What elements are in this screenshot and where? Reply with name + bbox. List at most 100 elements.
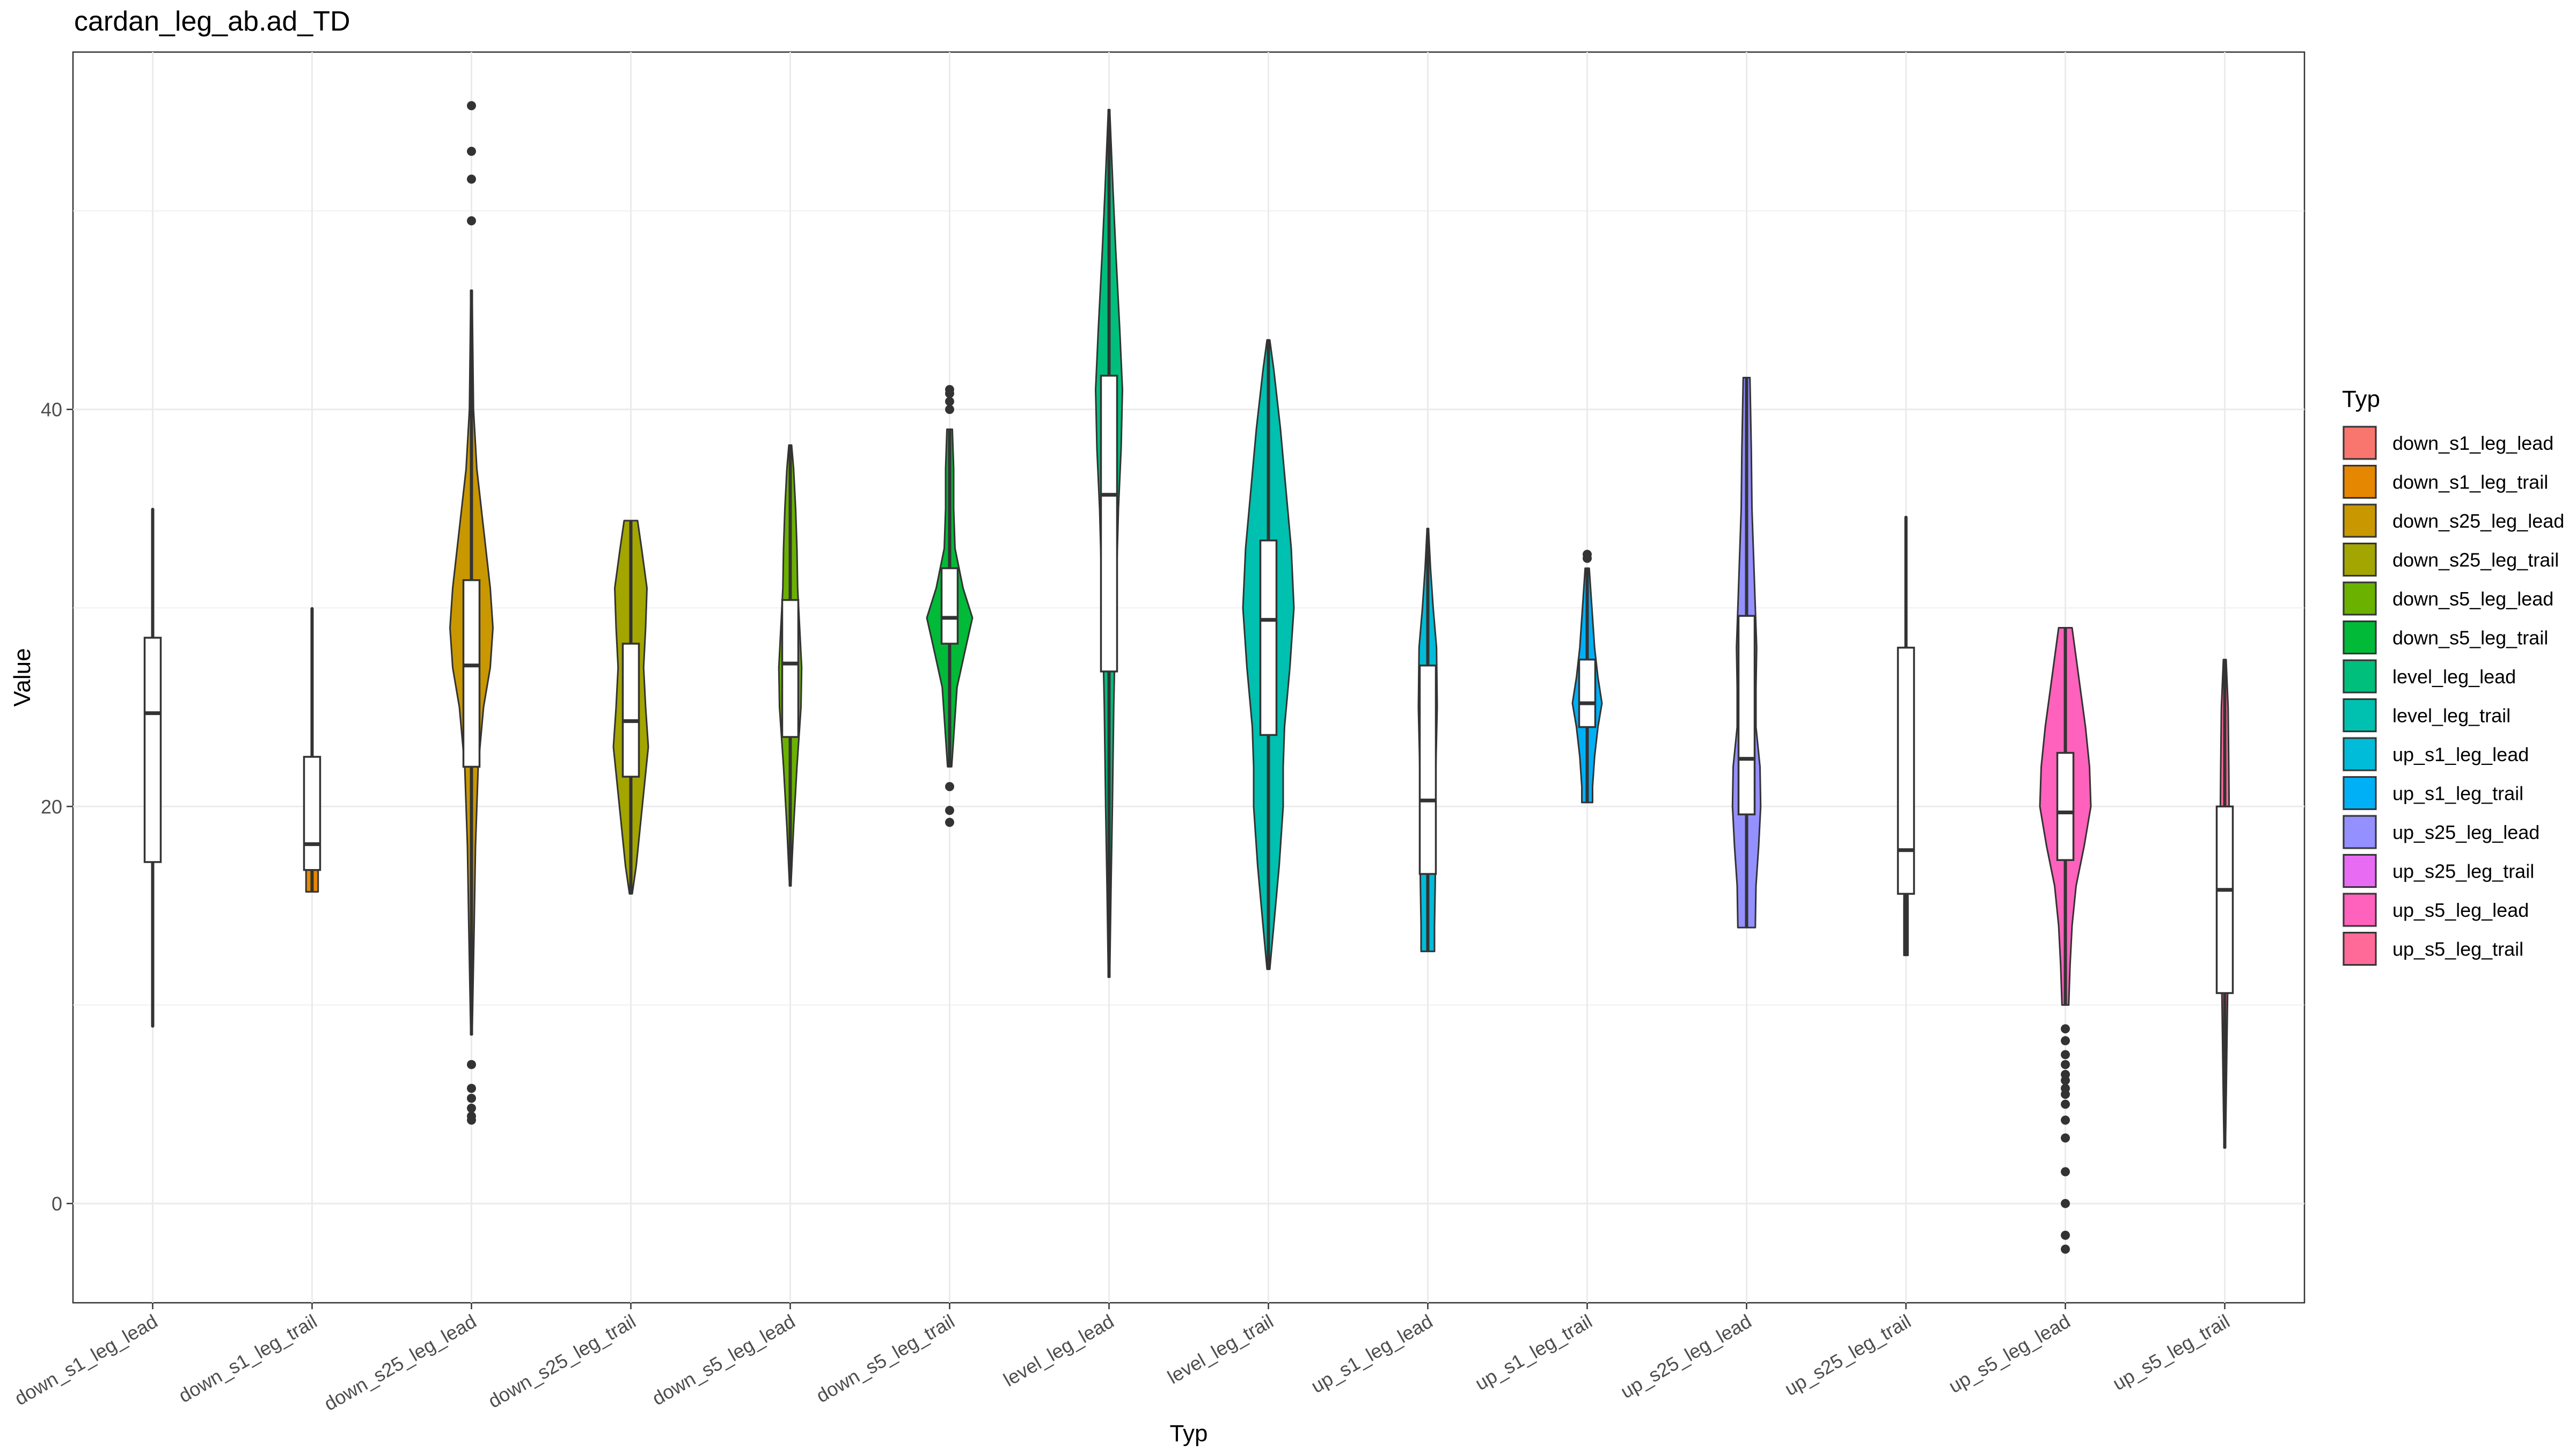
outlier-point bbox=[2061, 1036, 2070, 1046]
outlier-point bbox=[945, 397, 954, 406]
outlier-point bbox=[945, 782, 954, 791]
violin-down_s5_leg_trail bbox=[926, 385, 974, 827]
outlier-point bbox=[945, 405, 954, 414]
legend-swatch bbox=[2343, 854, 2377, 888]
violin-down_s1_leg_trail bbox=[303, 607, 321, 893]
x-tick-label: up_s5_leg_lead bbox=[1945, 1310, 2074, 1397]
legend-swatch bbox=[2343, 659, 2377, 694]
outlier-point bbox=[467, 1093, 476, 1103]
legend-swatch bbox=[2343, 932, 2377, 966]
y-tick-label: 40 bbox=[41, 399, 62, 421]
x-tick-label: level_leg_trail bbox=[1163, 1310, 1277, 1388]
x-tick-label: down_s25_leg_lead bbox=[320, 1310, 480, 1415]
box bbox=[1897, 646, 1915, 895]
outlier-point bbox=[945, 806, 954, 815]
y-tick-label: 0 bbox=[52, 1193, 62, 1215]
x-tick-label: up_s25_leg_trail bbox=[1781, 1310, 1914, 1400]
legend-swatch bbox=[2343, 815, 2377, 849]
x-tick-label: up_s25_leg_lead bbox=[1616, 1310, 1755, 1403]
outlier-point bbox=[2061, 1050, 2070, 1060]
x-tick-label: up_s1_leg_lead bbox=[1307, 1310, 1437, 1397]
legend-swatch bbox=[2343, 426, 2377, 460]
y-tick-label: 20 bbox=[41, 796, 62, 818]
violin-up_s25_leg_lead bbox=[1731, 377, 1762, 929]
box bbox=[462, 579, 481, 768]
legend-label: level_leg_lead bbox=[2392, 666, 2516, 688]
violins-layer bbox=[143, 101, 2234, 1254]
chart-title: cardan_leg_ab.ad_TD bbox=[74, 6, 350, 37]
legend-swatch bbox=[2343, 504, 2377, 538]
box bbox=[940, 567, 959, 645]
outlier-point bbox=[2061, 1024, 2070, 1034]
violin-level_leg_lead bbox=[1095, 108, 1123, 978]
box bbox=[2056, 751, 2075, 862]
outlier-point bbox=[467, 1060, 476, 1069]
box bbox=[1578, 658, 1597, 728]
legend-label: down_s1_leg_trail bbox=[2392, 471, 2548, 493]
legend-label: up_s25_leg_trail bbox=[2392, 860, 2534, 882]
x-tick-label: down_s1_leg_trail bbox=[175, 1310, 321, 1407]
legend-swatch bbox=[2343, 465, 2377, 499]
legend-label: down_s5_leg_lead bbox=[2392, 588, 2553, 610]
legend-swatch bbox=[2343, 698, 2377, 732]
outlier-point bbox=[467, 216, 476, 225]
outlier-point bbox=[2061, 1199, 2070, 1208]
violin-up_s25_leg_trail bbox=[1897, 515, 1915, 957]
outlier-point bbox=[2061, 1230, 2070, 1240]
box bbox=[1100, 375, 1118, 673]
legend-label: down_s1_leg_lead bbox=[2392, 432, 2553, 454]
outlier-point bbox=[945, 385, 954, 395]
x-tick-label: down_s5_leg_trail bbox=[813, 1310, 958, 1407]
outlier-point bbox=[2061, 1099, 2070, 1109]
outlier-point bbox=[2061, 1133, 2070, 1143]
legend-label: down_s25_leg_trail bbox=[2392, 549, 2559, 571]
legend-swatch bbox=[2343, 621, 2377, 654]
legend: Typ down_s1_leg_lead down_s1_leg_traildow… bbox=[2342, 386, 2564, 967]
x-tick-label: level_leg_lead bbox=[1000, 1310, 1118, 1391]
legend-label: level_leg_trail bbox=[2392, 705, 2511, 727]
outlier-point bbox=[467, 101, 476, 111]
violin-down_s5_leg_lead bbox=[778, 444, 803, 887]
legend-label: up_s1_leg_trail bbox=[2392, 783, 2523, 805]
violin-down_s1_leg_lead bbox=[143, 508, 162, 1028]
outlier-point bbox=[467, 1084, 476, 1093]
outlier-point bbox=[2061, 1115, 2070, 1125]
plot-panel bbox=[72, 51, 2306, 1304]
x-tick-label: up_s1_leg_trail bbox=[1472, 1310, 1596, 1395]
outlier-point bbox=[2061, 1084, 2070, 1093]
legend-label: down_s25_leg_lead bbox=[2392, 510, 2564, 532]
legend-label: down_s5_leg_trail bbox=[2392, 627, 2548, 649]
violin-down_s25_leg_lead bbox=[449, 101, 494, 1125]
x-tick-label: up_s5_leg_trail bbox=[2109, 1310, 2234, 1395]
legend-swatch bbox=[2343, 893, 2377, 927]
outlier-point bbox=[467, 1111, 476, 1121]
outlier-point bbox=[467, 174, 476, 184]
box bbox=[781, 599, 800, 738]
x-tick-label: down_s25_leg_trail bbox=[484, 1310, 639, 1412]
violin-up_s5_leg_trail bbox=[2215, 659, 2234, 1149]
box bbox=[1418, 665, 1437, 875]
legend-swatch bbox=[2343, 581, 2377, 616]
legend-title: Typ bbox=[2342, 386, 2380, 412]
violin-level_leg_trail bbox=[1242, 339, 1295, 971]
legend-label: up_s1_leg_lead bbox=[2392, 743, 2529, 765]
outlier-point bbox=[467, 147, 476, 156]
legend-label: up_s25_leg_lead bbox=[2392, 821, 2540, 843]
legend-label: up_s5_leg_trail bbox=[2392, 938, 2523, 960]
box bbox=[1259, 539, 1278, 736]
box bbox=[303, 756, 321, 871]
outlier-point bbox=[2061, 1244, 2070, 1254]
outlier-point bbox=[945, 818, 954, 827]
legend-swatch bbox=[2343, 737, 2377, 771]
outlier-point bbox=[2061, 1167, 2070, 1177]
outlier-point bbox=[467, 1104, 476, 1113]
outlier-point bbox=[2061, 1060, 2070, 1069]
legend-label: up_s5_leg_lead bbox=[2392, 899, 2529, 921]
box bbox=[143, 637, 162, 863]
x-axis: down_s1_leg_lead down_s1_leg_trail down_s2… bbox=[11, 1303, 2234, 1415]
violin-up_s1_leg_trail bbox=[1571, 550, 1603, 804]
violin-up_s5_leg_lead bbox=[2039, 627, 2092, 1254]
legend-swatch bbox=[2343, 776, 2377, 810]
